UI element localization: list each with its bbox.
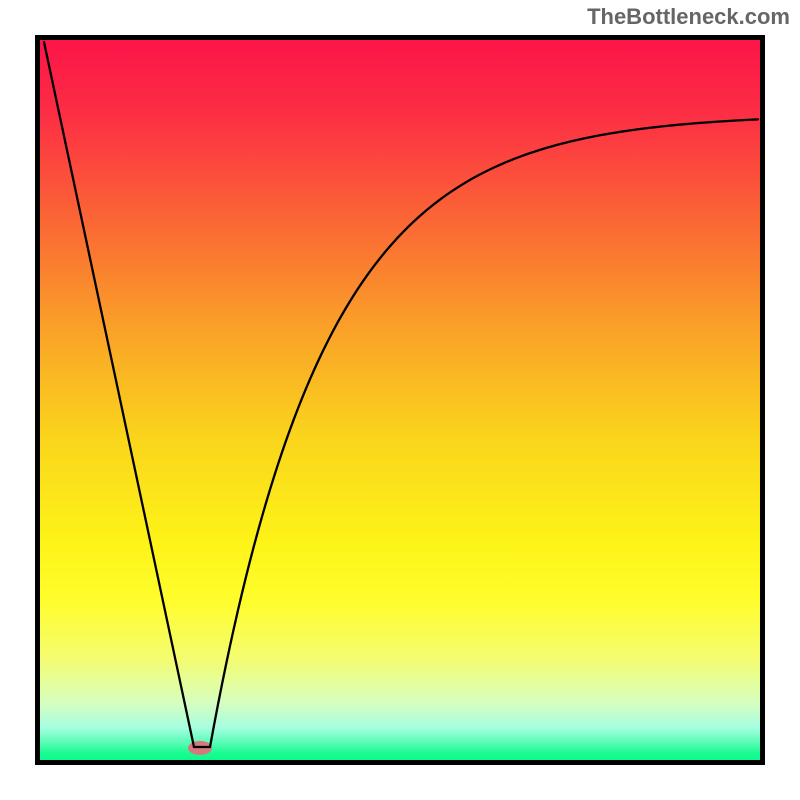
chart-frame: [35, 35, 765, 765]
plot-area: [40, 40, 760, 760]
watermark-text: TheBottleneck.com: [587, 4, 790, 30]
gradient-background: [40, 40, 760, 760]
chart-container: TheBottleneck.com: [0, 0, 800, 800]
chart-svg: [40, 40, 760, 760]
